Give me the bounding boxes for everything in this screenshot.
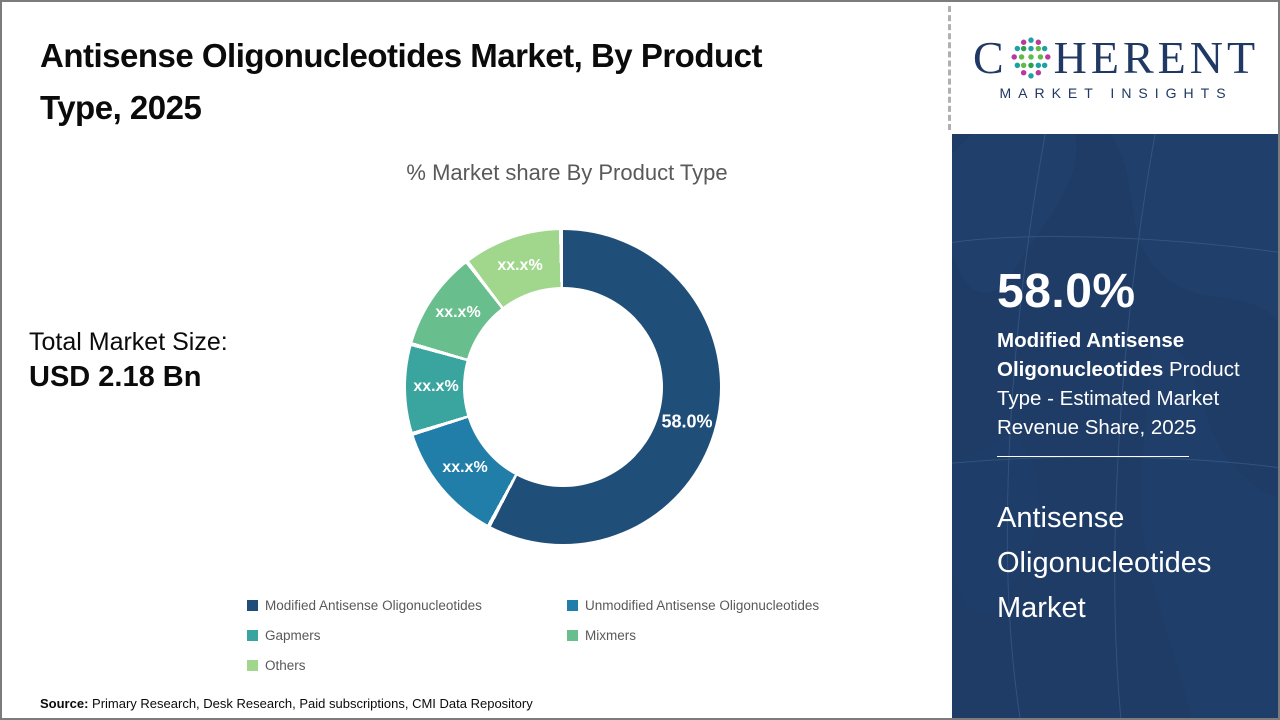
segment-label-gapmers: xx.x% [413,378,459,395]
segment-label-modified: 58.0% [661,411,713,432]
sidebar-panel: 58.0% Modified Antisense Oligonucleotide… [952,134,1278,718]
legend-marker-others [247,659,258,671]
legend-item-modified: Modified Antisense Oligonucleotides [247,598,567,613]
chart-legend: Modified Antisense Oligonucleotides Unmo… [247,590,927,680]
logo-letters-rest: HERENT [1053,32,1260,83]
chart-title: % Market share By Product Type [406,160,728,185]
total-market-value: USD 2.18 Bn [29,361,202,393]
legend-label-gapmers: Gapmers [265,627,321,643]
legend-item-others: Others [247,658,567,673]
source-text: Primary Research, Desk Research, Paid su… [88,696,533,711]
legend-label-others: Others [265,657,306,673]
globe-dots-icon [1011,37,1051,79]
legend-marker-gapmers [247,629,258,641]
logo-letter-c: C [972,32,1008,83]
page-title: Antisense Oligonucleotides Market, By Pr… [40,37,762,126]
legend-label-unmodified: Unmodified Antisense Oligonucleotides [585,597,820,613]
legend-item-gapmers: Gapmers [247,628,567,643]
legend-label-modified: Modified Antisense Oligonucleotides [265,597,482,613]
total-market-label: Total Market Size: [29,328,228,356]
legend-item-mixmers: Mixmers [567,628,927,643]
legend-label-mixmers: Mixmers [585,627,636,643]
source-label: Source: [40,696,89,711]
world-map-texture [952,134,1278,718]
brand-logo: C [952,2,1278,134]
sidebar-stat-value: 58.0% [997,265,1136,318]
logo-wordmark: C [973,35,1259,81]
donut-chart: 58.0% xx.x% xx.x% xx.x% xx.x% [406,230,720,544]
legend-marker-mixmers [567,629,578,641]
segment-label-unmodified: xx.x% [442,459,488,476]
total-market-size: Total Market Size: USD 2.18 Bn [29,328,228,394]
dashed-divider [948,6,951,130]
sidebar-stat-highlight: Modified Antisense Oligonucleotides [997,329,1185,381]
legend-marker-unmodified [567,599,578,611]
sidebar-stat-description: Modified Antisense Oligonucleotides Prod… [997,326,1251,442]
source-note: Source: Primary Research, Desk Research,… [40,696,533,711]
logo-tagline: MARKET INSIGHTS [999,85,1233,101]
legend-marker-modified [247,599,258,611]
sidebar-divider-line [997,456,1189,457]
segment-label-mixmers: xx.x% [435,304,481,321]
sidebar-stat-rest: Product Type - Estimated Market Revenue … [997,358,1240,439]
donut-hole [463,287,663,487]
legend-item-unmodified: Unmodified Antisense Oligonucleotides [567,598,927,613]
sidebar-market-name: Antisense Oligonucleotides Market [997,502,1212,624]
segment-label-others: xx.x% [497,257,543,274]
